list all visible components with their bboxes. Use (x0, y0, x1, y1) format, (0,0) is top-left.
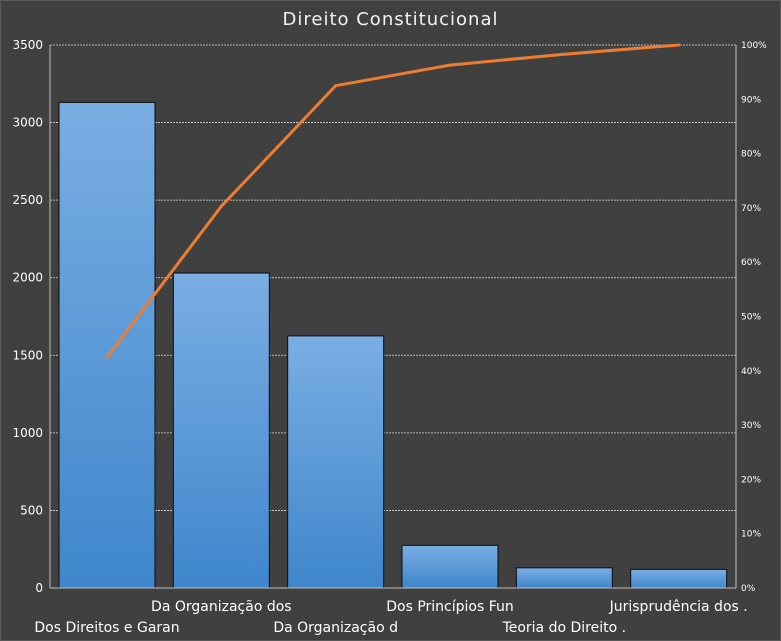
y2-tick-label: 100% (741, 41, 767, 51)
x-tick-label: Da Organização dos (151, 599, 292, 615)
y2-tick-label: 30% (741, 421, 761, 431)
line-point (562, 52, 566, 56)
bar (630, 568, 728, 589)
y2-tick-label: 40% (741, 367, 761, 377)
line-point (105, 355, 109, 359)
chart-title: Direito Constitucional (282, 9, 499, 30)
line-point (677, 43, 681, 47)
line-point (448, 63, 452, 67)
y2-tick-label: 70% (741, 204, 761, 214)
y2-tick-label: 20% (741, 475, 761, 485)
x-tick-label: Dos Princípios Fun (386, 599, 514, 615)
bar (401, 544, 499, 589)
y2-tick-label: 0% (741, 584, 756, 594)
bar (172, 272, 270, 589)
y-axis-right: 0% 10% 20% 30% 40% 50% 60% 70% 80% 90% 100% (735, 41, 767, 594)
x-tick-label: Teoria do Direito . (502, 620, 627, 636)
y-tick-label: 3000 (12, 116, 43, 130)
x-tick-label: Da Organização d (273, 620, 398, 636)
cumulative-line (105, 43, 681, 359)
bar (287, 335, 385, 589)
gridlines (50, 44, 736, 511)
y2-tick-label: 60% (741, 258, 761, 268)
line-point (334, 84, 338, 88)
y2-tick-label: 10% (741, 530, 761, 540)
y-tick-label: 2500 (12, 193, 43, 207)
bars (58, 101, 728, 589)
y-tick-label: 500 (20, 503, 43, 517)
y2-tick-label: 80% (741, 150, 761, 160)
y2-tick-label: 90% (741, 95, 761, 105)
y-tick-label: 1000 (12, 426, 43, 440)
cumulative-line-path (105, 43, 679, 359)
y-tick-label: 1500 (12, 348, 43, 362)
y-axis-left: 0 500 1000 1500 2000 2500 3000 3500 (12, 38, 51, 595)
bar (515, 567, 613, 589)
x-tick-label: Jurisprudência dos . (609, 599, 748, 615)
x-axis: Dos Direitos e Garan Da Organização dos Da… (34, 587, 748, 636)
y2-tick-label: 50% (741, 313, 761, 323)
y-tick-label: 3500 (12, 38, 43, 52)
y-tick-label: 2000 (12, 271, 43, 285)
y-tick-label: 0 (35, 581, 43, 595)
bar (58, 101, 156, 589)
x-tick-label: Dos Direitos e Garan (34, 620, 179, 636)
line-point (219, 204, 223, 208)
